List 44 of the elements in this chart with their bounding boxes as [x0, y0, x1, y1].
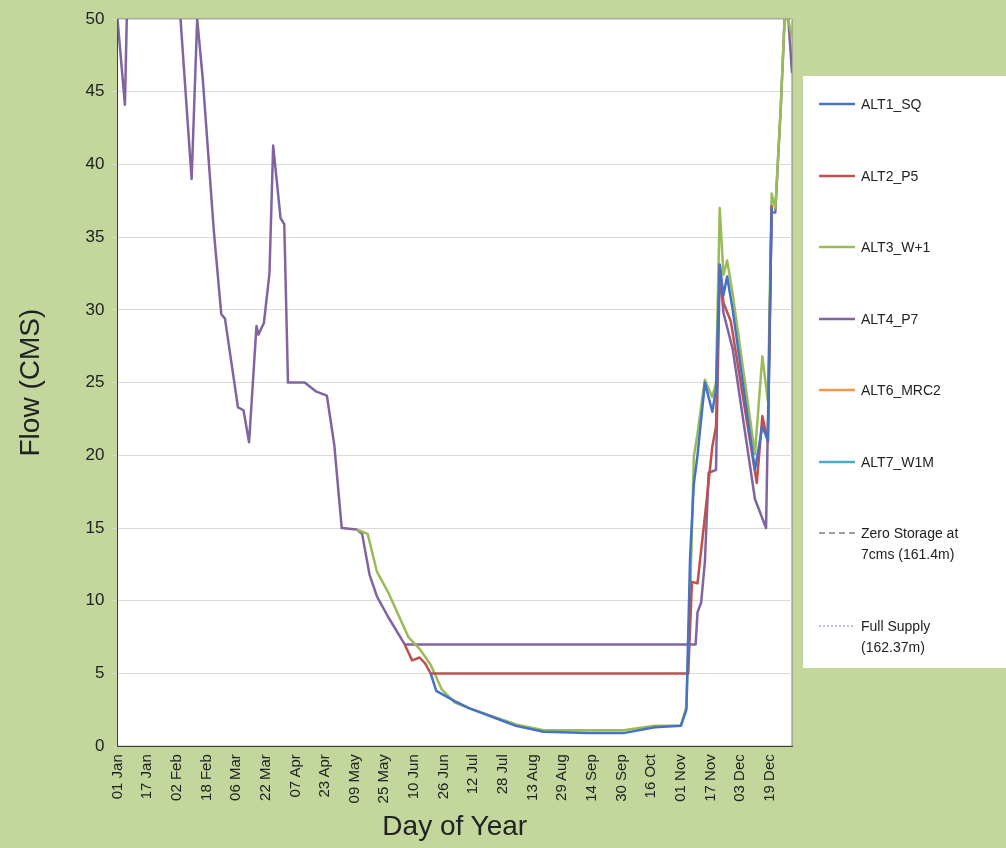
- x-tick-label: 01 Jan: [107, 754, 125, 800]
- y-tick-label: 10: [85, 590, 105, 610]
- y-tick-label: 0: [95, 735, 105, 755]
- y-tick-label: 25: [85, 372, 105, 392]
- x-tick-label: 07 Apr: [285, 754, 303, 798]
- y-tick-label: 40: [85, 154, 105, 174]
- x-axis-title: Day of Year: [382, 809, 528, 841]
- y-axis-title: Flow (CMS): [13, 308, 45, 457]
- y-tick-label: 45: [85, 81, 105, 101]
- legend-label: ALT3_W+1: [861, 238, 931, 258]
- legend-label: Full Supply (162.37m): [861, 616, 932, 657]
- x-tick-label: 13 Aug: [522, 754, 540, 801]
- x-tick-label: 23 Apr: [315, 754, 333, 798]
- y-tick-label: 20: [85, 445, 105, 465]
- legend-label: ALT2_P5: [861, 166, 919, 186]
- legend-label: ALT4_P7: [861, 309, 919, 329]
- x-tick-label: 09 May: [344, 753, 362, 804]
- x-tick-label: 17 Jan: [137, 754, 155, 800]
- x-tick-label: 29 Aug: [552, 754, 570, 801]
- x-tick-label: 28 Jul: [493, 754, 511, 795]
- x-tick-label: 06 Mar: [226, 754, 244, 801]
- x-tick-label: 01 Nov: [670, 753, 688, 802]
- x-tick-label: 17 Nov: [700, 753, 718, 802]
- legend-label: ALT6_MRC2: [861, 381, 941, 401]
- x-tick-label: 12 Jul: [463, 754, 481, 795]
- x-tick-label: 22 Mar: [255, 754, 273, 801]
- x-tick-label: 03 Dec: [730, 753, 748, 802]
- y-tick-label: 15: [85, 517, 105, 537]
- x-tick-label: 18 Feb: [196, 754, 214, 801]
- x-tick-label: 25 May: [374, 753, 392, 804]
- y-tick-label: 50: [85, 8, 105, 28]
- y-tick-label: 35: [85, 226, 105, 246]
- x-tick-label: 16 Oct: [641, 753, 659, 799]
- y-tick-label: 5: [95, 663, 105, 683]
- x-tick-label: 10 Jun: [404, 754, 422, 800]
- x-tick-label: 26 Jun: [433, 754, 451, 800]
- legend-label: ALT1_SQ: [861, 95, 922, 114]
- legend-label: ALT7_W1M: [861, 452, 934, 472]
- x-tick-label: 30 Sep: [611, 754, 629, 802]
- y-tick-label: 30: [85, 299, 105, 319]
- x-tick-label: 14 Sep: [582, 754, 600, 802]
- x-tick-label: 19 Dec: [759, 753, 777, 802]
- x-tick-label: 02 Feb: [166, 754, 184, 801]
- legend-label: Zero Storage at 7cms (161.4m): [861, 524, 960, 565]
